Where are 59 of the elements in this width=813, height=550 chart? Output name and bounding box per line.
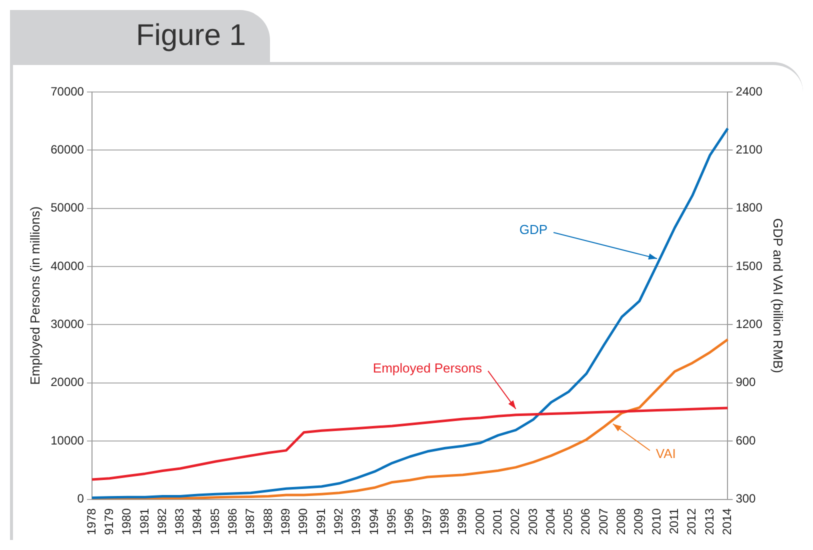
x-tick-label: 1994 — [366, 508, 381, 536]
x-tick-label: 2011 — [667, 508, 682, 534]
y2-tick-label: 900 — [736, 375, 756, 390]
x-tick-label: 2008 — [614, 508, 628, 536]
x-tick-label: 1983 — [172, 508, 187, 536]
x-tick-label: 2014 — [720, 508, 734, 536]
x-tick-label: 2003 — [526, 508, 540, 536]
x-tick-label: 2005 — [561, 508, 576, 536]
x-tick-label: 2007 — [596, 508, 610, 536]
x-tick-label: 2010 — [649, 508, 664, 536]
x-tick-label: 1997 — [420, 508, 434, 536]
text: GDP — [519, 222, 548, 238]
y-axis-title: Employed Persons (in millions) — [27, 206, 42, 385]
x-tick-label: 2001 — [490, 508, 504, 536]
y2-tick-label: 1800 — [736, 200, 763, 215]
x-tick-label: 1988 — [260, 508, 275, 536]
x-tick-label: 2009 — [632, 508, 646, 536]
x-tick-label: 1991 — [314, 508, 328, 536]
y2-tick-label: 2100 — [736, 142, 763, 156]
y-tick-label: 70000 — [50, 84, 84, 98]
y-tick-label: 10000 — [50, 433, 84, 448]
x-tick-label: 1980 — [120, 508, 134, 536]
x-tick-label: 2012 — [684, 508, 699, 536]
x-tick-label: 1989 — [278, 508, 293, 536]
y-tick-label: 50000 — [50, 200, 84, 215]
x-tick-label: 2013 — [702, 508, 716, 536]
y-tick-label: 30000 — [50, 317, 84, 332]
y2-axis-title: GDP and VAI (billion RMB) — [770, 218, 786, 374]
y-tick-label: 40000 — [50, 258, 84, 273]
x-tick-label: 1982 — [154, 508, 169, 536]
x-tick-label: 2004 — [543, 508, 558, 536]
y2-tick-label: 600 — [736, 433, 756, 448]
y-tick-label: 20000 — [50, 375, 84, 390]
x-tick-label: 1996 — [402, 508, 416, 536]
y-tick-label: 0 — [77, 492, 84, 506]
x-tick-label: 2000 — [472, 508, 487, 536]
x-tick-label: 1990 — [296, 508, 310, 536]
y2-tick-label: 2400 — [736, 84, 763, 98]
x-tick-label: 1998 — [437, 508, 452, 536]
y2-tick-label: 1200 — [736, 317, 763, 332]
x-tick-label: 1987 — [243, 508, 258, 536]
x-tick-label: 1978 — [84, 508, 98, 536]
y2-tick-label: 300 — [736, 492, 756, 506]
x-tick-label: 1999 — [455, 508, 470, 536]
x-tick-label: 9179 — [102, 508, 116, 536]
x-tick-label: 1981 — [137, 508, 152, 536]
x-tick-label: 2002 — [508, 508, 522, 536]
x-tick-label: 1984 — [190, 508, 204, 536]
x-tick-label: 1986 — [226, 508, 240, 536]
x-tick-label: 2006 — [578, 508, 593, 536]
y2-tick-label: 1500 — [736, 258, 763, 273]
text: VAI — [656, 446, 676, 462]
x-tick-label: 1985 — [208, 508, 222, 536]
x-tick-label: 1995 — [384, 508, 398, 536]
x-tick-label: 1992 — [332, 508, 346, 536]
text: Employed Persons — [372, 360, 483, 376]
x-tick-label: 1993 — [349, 508, 364, 536]
y-tick-label: 60000 — [50, 142, 84, 156]
chart-title: Figure 1 — [136, 19, 246, 53]
